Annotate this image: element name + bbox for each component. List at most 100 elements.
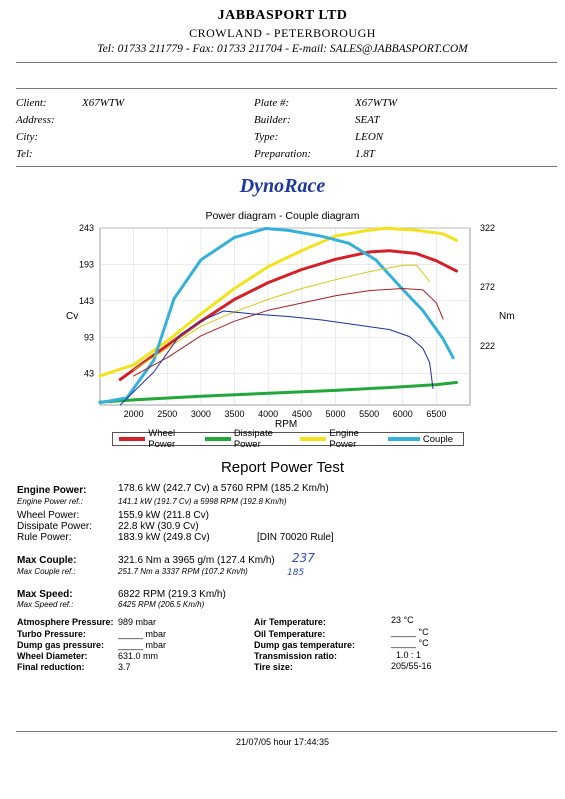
x-tick-label: 5000	[325, 409, 345, 419]
series-wheel-power-ref	[133, 288, 444, 377]
legend-item-engine-power: Engine Power	[300, 428, 378, 450]
client-label: Client:	[16, 97, 47, 109]
brand-title: DynoRace	[239, 175, 326, 197]
y-right-tick-label: 322	[480, 223, 495, 233]
handwritten-note-2: 185	[287, 568, 305, 578]
builder-label: Builder:	[254, 114, 291, 126]
y-right-tick-label: 272	[480, 282, 495, 292]
max-speed-value: 6822 RPM (219.3 Km/h)	[118, 589, 226, 600]
rule-power-label: Rule Power:	[17, 532, 72, 543]
oil-temp-value: _____ °C	[391, 627, 429, 637]
y-left-axis-label: Cv	[66, 311, 79, 322]
atm-pressure-value: 989 mbar	[118, 617, 157, 627]
engine-power-label: Engine Power:	[17, 485, 87, 496]
dump-pressure-value: _____ mbar	[118, 640, 167, 650]
address-label: Address:	[16, 114, 55, 126]
x-tick-label: 4000	[258, 409, 278, 419]
builder-value: SEAT	[355, 114, 380, 126]
handwritten-note-1: 237	[292, 551, 315, 565]
dump-pressure-label: Dump gas pressure:	[17, 640, 105, 650]
chart-ticks: 2000 2500 3000 3500 4000 4500 5000 5500 6000 6500…	[79, 223, 495, 419]
wheel-power-label: Wheel Power:	[17, 510, 80, 521]
legend-swatch	[204, 437, 231, 441]
dissipate-power-label: Dissipate Power:	[17, 521, 93, 532]
type-value: LEON	[355, 131, 384, 143]
legend-item-couple: Couple	[387, 433, 453, 445]
turbo-pressure-value: _____ mbar	[118, 629, 167, 639]
max-speed-label: Max Speed:	[17, 589, 73, 600]
wheel-diameter-label: Wheel Diameter:	[17, 651, 88, 661]
max-speed-ref-value: 6425 RPM (206.5 Km/h)	[118, 600, 205, 609]
x-tick-label: 5500	[359, 409, 379, 419]
x-tick-label: 2500	[157, 409, 177, 419]
final-reduction-value: 3.7	[118, 662, 131, 672]
chart-title: Power diagram - Couple diagram	[205, 210, 360, 222]
report-title: Report Power Test	[220, 459, 345, 476]
y-right-axis-label: Nm	[499, 311, 515, 322]
oil-temp-label: Oil Temperature:	[254, 629, 326, 639]
company-contact: Tel: 01733 211779 - Fax: 01733 211704 - …	[97, 43, 468, 55]
x-axis-label: RPM	[275, 419, 298, 430]
tel-label: Tel:	[16, 148, 33, 160]
company-name: JABBASPORT LTD	[217, 8, 348, 23]
dump-temp-label: Dump gas temperature:	[254, 640, 356, 650]
info-bottom-divider	[16, 166, 557, 167]
legend-label: Wheel Power	[148, 428, 176, 450]
x-tick-label: 2000	[124, 409, 144, 419]
air-temp-label: Air Temperature:	[254, 617, 326, 627]
wheel-diameter-value: 631.0 mm	[118, 651, 159, 661]
report-timestamp: 21/07/05 hour 17:44:35	[235, 737, 330, 747]
legend-item-dissipate-power: Dissipate Power	[204, 428, 291, 450]
header-divider	[16, 62, 557, 63]
y-left-tick-label: 143	[79, 296, 94, 306]
x-tick-label: 3500	[225, 409, 245, 419]
x-tick-label: 6000	[393, 409, 413, 419]
y-left-tick-label: 43	[84, 369, 94, 379]
y-left-tick-label: 93	[84, 332, 94, 342]
atm-pressure-label: Atmosphere Pressure:	[17, 617, 114, 627]
tire-size-label: Tire size:	[254, 662, 293, 672]
client-value: X67WTW	[82, 97, 125, 109]
series-layer	[98, 226, 458, 406]
plate-value: X67WTW	[355, 97, 398, 109]
dissipate-power-value: 22.8 kW (30.9 Cv)	[118, 521, 199, 532]
x-tick-label: 3000	[191, 409, 211, 419]
final-reduction-label: Final reduction:	[17, 662, 85, 672]
y-right-tick-label: 222	[480, 341, 495, 351]
legend-label: Couple	[422, 433, 453, 445]
x-tick-label: 6500	[426, 409, 446, 419]
max-couple-label: Max Couple:	[17, 555, 77, 566]
series-couple-ref	[119, 310, 434, 406]
legend-swatch	[387, 437, 420, 441]
legend-swatch	[300, 437, 327, 441]
company-location: CROWLAND - PETERBOROUGH	[189, 26, 376, 40]
info-top-divider	[16, 88, 557, 89]
city-label: City:	[16, 131, 38, 143]
series-engine-power-ref	[133, 264, 431, 371]
x-tick-label: 4500	[292, 409, 312, 419]
series-engine-power	[98, 226, 458, 378]
y-left-tick-label: 243	[79, 223, 94, 233]
legend-label: Engine Power	[329, 428, 359, 450]
y-left-tick-label: 193	[79, 259, 94, 269]
engine-power-ref-value: 141.1 kW (191.7 Cv) a 5998 RPM (192.8 Km…	[118, 497, 287, 506]
wheel-power-value: 155.9 kW (211.8 Cv)	[118, 510, 209, 521]
engine-power-ref-label: Engine Power ref.:	[17, 497, 83, 506]
engine-power-value: 178.6 kW (242.7 Cv) a 5760 RPM (185.2 Km…	[118, 483, 329, 494]
series-dissipate-power	[98, 381, 458, 404]
legend-label: Dissipate Power	[233, 428, 273, 450]
type-label: Type:	[254, 131, 279, 143]
tire-size-value: 205/55-16	[391, 661, 432, 671]
dyno-chart: 2000 2500 3000 3500 4000 4500 5000 5500 6000 6500…	[79, 223, 495, 419]
plate-label: Plate #:	[254, 97, 290, 109]
chart-legend: Wheel Power Dissipate Power Engine Power…	[112, 428, 464, 450]
max-speed-ref-label: Max Speed ref.:	[17, 600, 74, 609]
rule-power-value: 183.9 kW (249.8 Cv)	[118, 532, 210, 543]
prep-value: 1.8T	[355, 148, 375, 160]
series-couple	[98, 227, 455, 405]
max-couple-ref-label: Max Couple ref.:	[17, 567, 76, 576]
trans-ratio-value: 1.0 : 1	[396, 650, 422, 660]
rule-note: [DIN 70020 Rule]	[257, 532, 334, 543]
max-couple-ref-value: 251.7 Nm a 3337 RPM (107.2 Km/h)	[118, 567, 248, 576]
trans-ratio-label: Transmission ratio:	[254, 651, 338, 661]
